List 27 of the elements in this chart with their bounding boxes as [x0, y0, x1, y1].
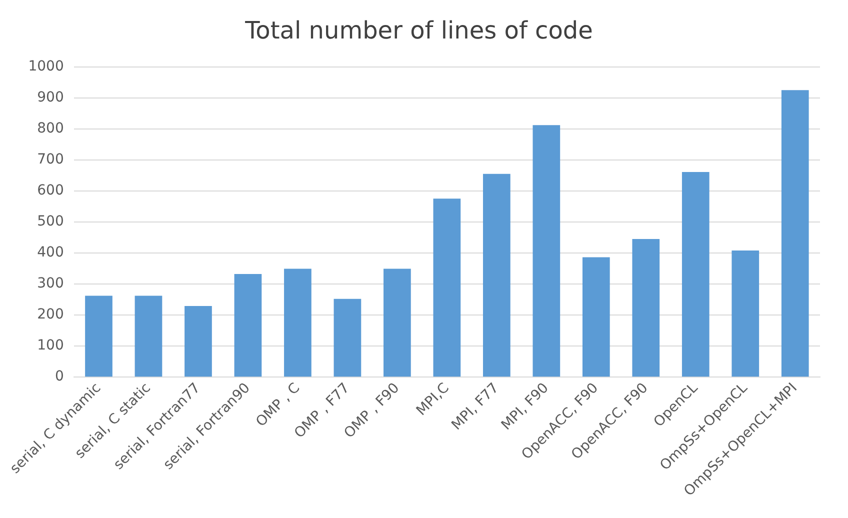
- y-tick-label: 700: [37, 152, 64, 168]
- bar: [433, 198, 461, 377]
- y-tick-label: 0: [54, 368, 64, 385]
- y-tick-label: 600: [37, 182, 64, 199]
- y-tick-label: 1000: [28, 58, 64, 74]
- y-tick-label: 100: [37, 338, 64, 354]
- bar: [85, 296, 112, 377]
- bar: [284, 268, 312, 377]
- y-tick-label: 400: [37, 244, 64, 261]
- bar: [334, 298, 362, 377]
- bar: [532, 125, 560, 377]
- bar: [732, 250, 760, 377]
- bar: [582, 257, 610, 377]
- y-tick-label: 500: [37, 214, 64, 230]
- chart-title: Total number of lines of code: [244, 16, 593, 45]
- y-tick-label: 200: [37, 306, 64, 323]
- bar: [632, 239, 660, 377]
- bar: [184, 306, 212, 377]
- y-tick-label: 900: [37, 89, 64, 106]
- bar: [134, 296, 162, 377]
- bar: [682, 172, 710, 377]
- bar: [483, 174, 510, 377]
- bar: [384, 268, 411, 377]
- y-tick-label: 300: [37, 276, 64, 292]
- y-tick-label: 800: [37, 120, 64, 136]
- bar: [234, 274, 262, 377]
- bar: [781, 90, 809, 377]
